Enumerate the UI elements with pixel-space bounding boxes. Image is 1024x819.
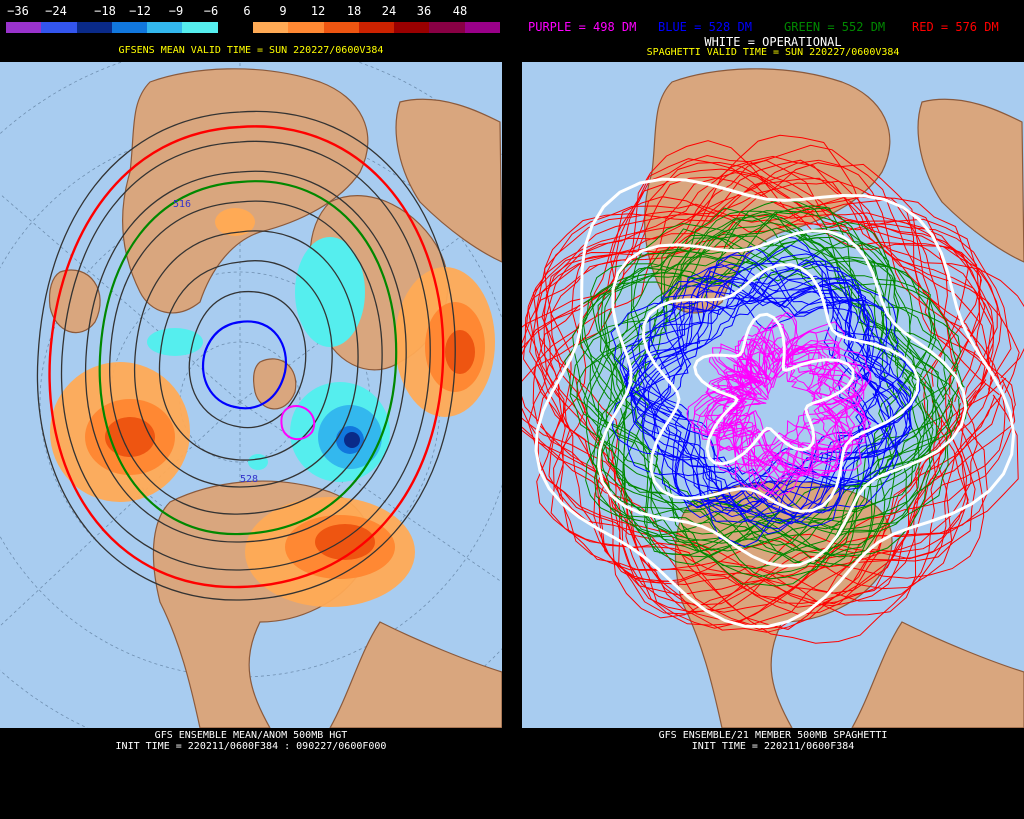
ensemble-member-contour: [532, 134, 1024, 590]
ensemble-member-contour: [536, 159, 1004, 615]
ensemble-member-contour: [710, 344, 866, 493]
ensemble-member-contour: [569, 222, 935, 570]
anomaly-scale-labels: −36 −24 −18 −12 −9 −6 6 9 12 18 24 36 48: [0, 4, 502, 20]
ensemble-member-contour: [589, 234, 954, 557]
contour-498: [280, 405, 316, 441]
ensemble-member-contour: [637, 278, 912, 527]
legend-white: WHITE = OPERATIONAL: [704, 35, 842, 49]
contour-576: [48, 125, 445, 589]
ensemble-member-contour: [581, 199, 962, 555]
scale-swatch: [464, 22, 500, 33]
scale-swatch: [6, 22, 42, 33]
legend-purple: PURPLE = 498 DM: [528, 20, 637, 34]
scale-label: 12: [310, 4, 326, 18]
ensemble-member-contour: [532, 172, 998, 629]
scale-label: −6: [203, 4, 219, 18]
scale-swatch: [182, 22, 218, 33]
scale-label: −24: [45, 4, 67, 18]
ensemble-member-contour: [525, 155, 989, 594]
legend-blue: BLUE = 528 DM: [658, 20, 752, 34]
scale-label: 48: [452, 4, 468, 18]
ensemble-member-contour: [522, 195, 986, 644]
operational-contour: [641, 263, 920, 513]
contour-label: 528: [240, 474, 258, 485]
ensemble-member-contour: [707, 321, 866, 476]
hemisphere-map: 528 516: [0, 62, 502, 728]
ensemble-member-contour: [711, 338, 856, 463]
contour-552: [98, 180, 398, 536]
scale-label: 36: [416, 4, 432, 18]
scale-swatch: [111, 22, 148, 33]
scale-swatch: [217, 22, 253, 33]
ensemble-member-contour: [548, 171, 994, 626]
ensemble-member-contour: [642, 263, 910, 518]
scale-swatch: [76, 22, 112, 33]
scale-label: −18: [94, 4, 116, 18]
ensemble-member-contour: [647, 274, 914, 530]
legend-red: RED = 576 DM: [912, 20, 999, 34]
ensemble-member-contour: [527, 210, 995, 631]
anomaly-color-scale: [6, 22, 500, 33]
ensemble-member-contour: [582, 236, 920, 558]
panel-title: GFSENS MEAN VALID TIME = SUN 220227/0600…: [118, 45, 384, 56]
scale-swatch: [147, 22, 183, 33]
ensemble-member-contour: [642, 277, 899, 516]
panel-title: SPAGHETTI VALID TIME = SUN 220227/0600V3…: [646, 47, 900, 58]
ensemble-member-contour: [652, 281, 913, 525]
scale-swatch: [252, 22, 289, 33]
scale-label: 9: [279, 4, 287, 18]
ensemble-member-contour: [533, 176, 1006, 607]
scale-label: 24: [381, 4, 397, 18]
ensemble-member-contour: [600, 229, 922, 535]
ensemble-member-contour: [522, 161, 981, 606]
ensemble-member-contour: [522, 194, 1016, 619]
scale-label: −12: [129, 4, 151, 18]
spaghetti-map: [522, 62, 1024, 728]
ensemble-member-contour: [615, 227, 954, 544]
footer-line-1: GFS ENSEMBLE/21 MEMBER 500MB SPAGHETTI: [658, 730, 888, 741]
panel-divider: [502, 0, 522, 819]
ensemble-member-contour: [585, 210, 933, 536]
legend-green: GREEN = 552 DM: [784, 20, 886, 34]
operational-contour: [597, 229, 968, 568]
ensemble-spaghetti-lines: [522, 134, 1024, 644]
ensemble-member-contour: [532, 162, 1019, 626]
footer-line-1: GFS ENSEMBLE MEAN/ANOM 500MB HGT: [154, 730, 348, 741]
ensemble-member-contour: [544, 177, 996, 608]
scale-swatch: [288, 22, 324, 33]
ensemble-member-contour: [704, 336, 862, 499]
operational-contour: [534, 177, 1016, 629]
scale-label: 6: [243, 4, 251, 18]
ensemble-member-contour: [572, 256, 937, 587]
ensemble-member-contour: [527, 168, 993, 604]
ensemble-member-contour: [596, 232, 933, 558]
scale-swatch: [429, 22, 465, 33]
ensemble-member-contour: [611, 221, 969, 565]
scale-swatch: [323, 22, 359, 33]
contour-label: 516: [173, 199, 191, 210]
scale-label: −36: [7, 4, 29, 18]
scale-label: 18: [346, 4, 362, 18]
scale-swatch: [41, 22, 77, 33]
contour-528: [201, 320, 287, 410]
scale-swatch: [394, 22, 430, 33]
operational-contour: [693, 312, 855, 466]
ensemble-member-contour: [686, 325, 850, 477]
spaghetti-panel: PURPLE = 498 DM BLUE = 528 DM GREEN = 55…: [522, 0, 1024, 819]
ensemble-mean-panel: −36 −24 −18 −12 −9 −6 6 9 12 18 24 36 48…: [0, 0, 502, 819]
scale-swatch: [358, 22, 395, 33]
ensemble-member-contour: [576, 228, 961, 567]
ensemble-member-contour: [715, 348, 847, 472]
ensemble-member-contour: [537, 154, 1002, 605]
footer-line-2: INIT TIME = 220211/0600F384 : 090227/060…: [115, 741, 387, 752]
height-contours: [36, 110, 456, 601]
ensemble-member-contour: [626, 275, 896, 535]
height-anomalies: [50, 208, 495, 607]
footer-line-2: INIT TIME = 220211/0600F384: [691, 741, 855, 752]
scale-label: −9: [168, 4, 184, 18]
